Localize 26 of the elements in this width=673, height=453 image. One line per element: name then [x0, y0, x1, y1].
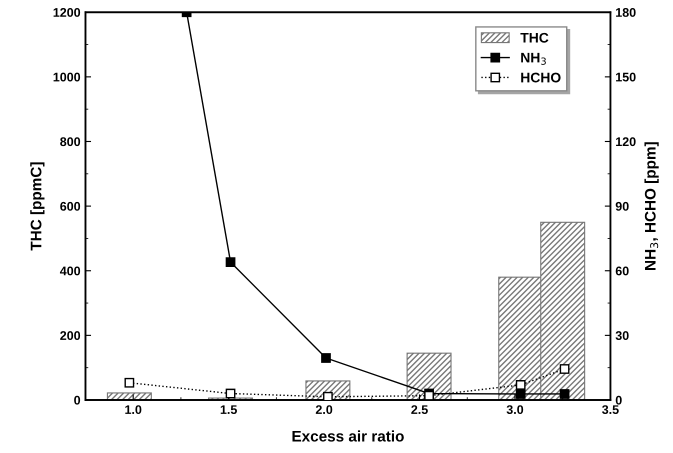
x-tick-label: 1.5	[220, 405, 237, 414]
x-tick-label: 1.0	[125, 405, 142, 414]
y-tick-label: 1000	[54, 72, 80, 82]
x-axis-title: Excess air ratio	[292, 430, 404, 442]
y-tick-label: 200	[60, 331, 80, 340]
y2-axis-title: NH$_{3}$, HCHO [ppm]	[644, 142, 659, 270]
y2-tick-label: 150	[616, 72, 636, 82]
legend-label: NH$_{3}$	[521, 52, 546, 65]
y2-tick-label: 30	[616, 331, 629, 340]
x-tick-label: 3.0	[506, 405, 524, 414]
y-tick-label: 800	[60, 137, 80, 146]
y2-tick-label: 180	[616, 8, 636, 17]
y2-tick-label: 0	[616, 396, 622, 405]
y-tick-label: 1200	[54, 8, 80, 17]
x-tick-label: 2.5	[411, 405, 428, 414]
x-tick-label: 3.5	[602, 405, 619, 414]
legend-label: THC	[520, 32, 548, 43]
legend-label: HCHO	[521, 72, 561, 82]
y-tick-label: 600	[60, 202, 80, 211]
y2-tick-label: 60	[616, 266, 629, 276]
x-tick-label: 2.0	[316, 405, 332, 414]
y-tick-label: 0	[74, 396, 80, 405]
y2-tick-label: 120	[616, 137, 636, 146]
y2-tick-label: 90	[616, 202, 629, 211]
y-tick-label: 400	[60, 266, 80, 276]
y-axis-title: THC [ppmC]	[30, 162, 44, 250]
